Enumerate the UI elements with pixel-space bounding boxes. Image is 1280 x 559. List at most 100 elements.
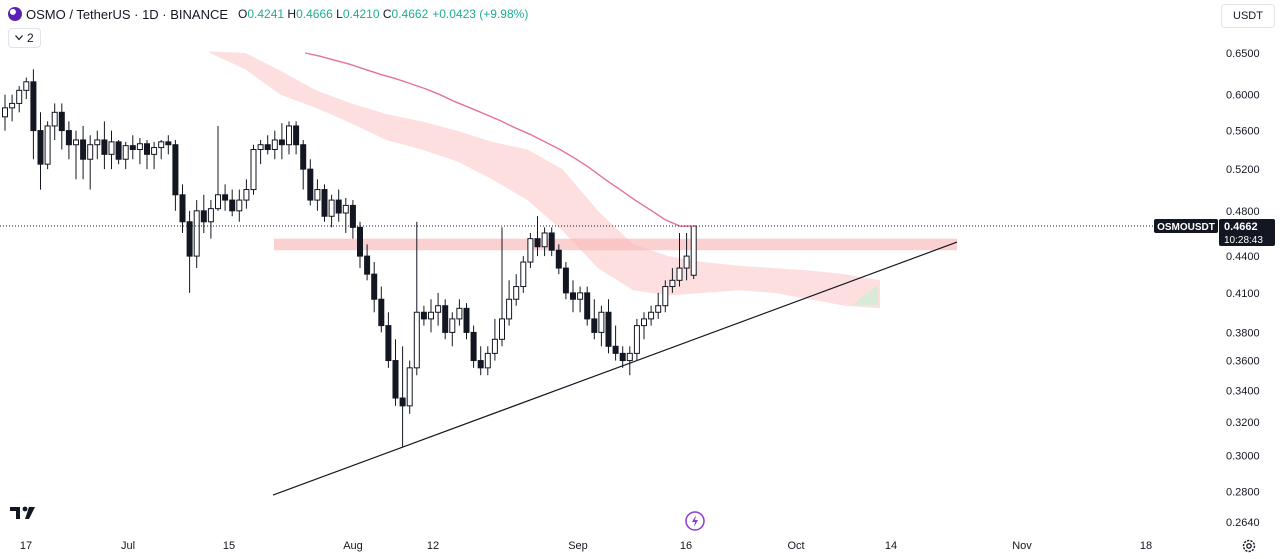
candle-body [108,141,115,155]
x-axis-tick-label: 12 [427,540,439,552]
candle-body [250,149,257,191]
candle [250,144,257,195]
low-label: L [336,7,343,21]
candle [108,130,115,170]
y-axis-tick-label: 0.4800 [1226,206,1260,218]
indicators-toggle-button[interactable]: 2 [8,28,41,48]
candle [428,299,434,333]
gear-icon[interactable] [1241,538,1257,559]
resistance-zone [274,238,957,251]
candle-body [527,238,534,263]
candle [349,200,356,239]
countdown-label: 10:28:43 [1224,235,1263,246]
change-value: +0.0423 (+9.98%) [432,7,529,21]
candle-body [506,298,513,320]
tradingview-logo-icon[interactable] [10,505,40,526]
high-value: 0.4666 [296,7,333,21]
candle [87,135,94,190]
y-axis-tick-label: 0.2640 [1226,517,1260,529]
candle-body [151,147,158,155]
candle-body [307,168,314,201]
candle-body [94,139,101,146]
candle [399,346,406,447]
y-axis-tick-label: 0.6000 [1226,90,1260,102]
candle-body [555,249,562,269]
candle [229,189,236,217]
candle [683,232,690,281]
y-axis-tick-label: 0.2800 [1226,486,1260,498]
candle [236,189,243,222]
candle-body [122,145,129,160]
candle [129,135,136,160]
candle [186,210,193,293]
candle [37,112,44,190]
candle [577,286,584,313]
candle [655,292,662,319]
candle-body [349,204,356,228]
candle [115,139,122,165]
candle-body [562,267,569,294]
candle-body [293,125,300,146]
candle-body [406,367,413,407]
moving-average-line [304,52,696,227]
candle-body [619,352,626,362]
candle-body [484,352,491,369]
candle [16,86,23,113]
open-label: O [238,7,248,21]
candle [136,138,143,165]
candle [172,139,179,211]
candle-body [229,199,236,212]
y-axis-tick-label: 0.4400 [1226,251,1260,263]
candle [676,232,683,287]
candle [151,141,158,170]
candle-body [222,194,229,201]
high-label: H [287,7,297,21]
candle-body [428,311,434,320]
candle [612,325,619,361]
y-axis-tick-label: 0.5600 [1226,126,1260,138]
candle [300,139,307,190]
candle [2,94,8,131]
candle [207,200,214,239]
candle-body [65,130,72,146]
candle [463,303,470,340]
candle-body [435,305,442,313]
y-axis-tick-label: 0.3200 [1226,417,1260,429]
y-axis-tick-label: 0.3600 [1226,356,1260,368]
candle-body [87,144,94,160]
candle-body [357,226,363,257]
symbol-title[interactable]: OSMO / TetherUS · 1D · BINANCE [26,6,229,22]
candle [584,286,591,326]
candle-body [626,352,633,362]
currency-label: USDT [1233,10,1263,22]
candle-body [449,318,456,333]
close-value: 0.4662 [391,7,429,21]
candle-body [598,311,605,333]
candle-body [420,311,427,320]
x-axis-tick-label: 16 [680,540,692,552]
candle [406,360,413,414]
candle [293,121,300,155]
candle-body [513,286,520,300]
candle [548,227,555,257]
candle [669,268,676,293]
chevron-down-icon [15,35,23,41]
candle [619,346,626,368]
candle [641,312,647,340]
candle-body [321,189,328,217]
candle-body [144,143,150,155]
candle [165,135,172,155]
candle [193,200,200,269]
candle [442,299,449,340]
currency-button[interactable]: USDT [1221,4,1275,28]
candle-body [364,255,371,275]
x-axis-tick-label: Sep [568,540,588,552]
candle [449,312,456,347]
candle-body [300,144,307,170]
candle-body [385,325,392,362]
lightning-icon[interactable] [685,511,705,536]
candle-body [115,141,122,160]
candle [101,121,108,170]
candle [215,125,221,211]
